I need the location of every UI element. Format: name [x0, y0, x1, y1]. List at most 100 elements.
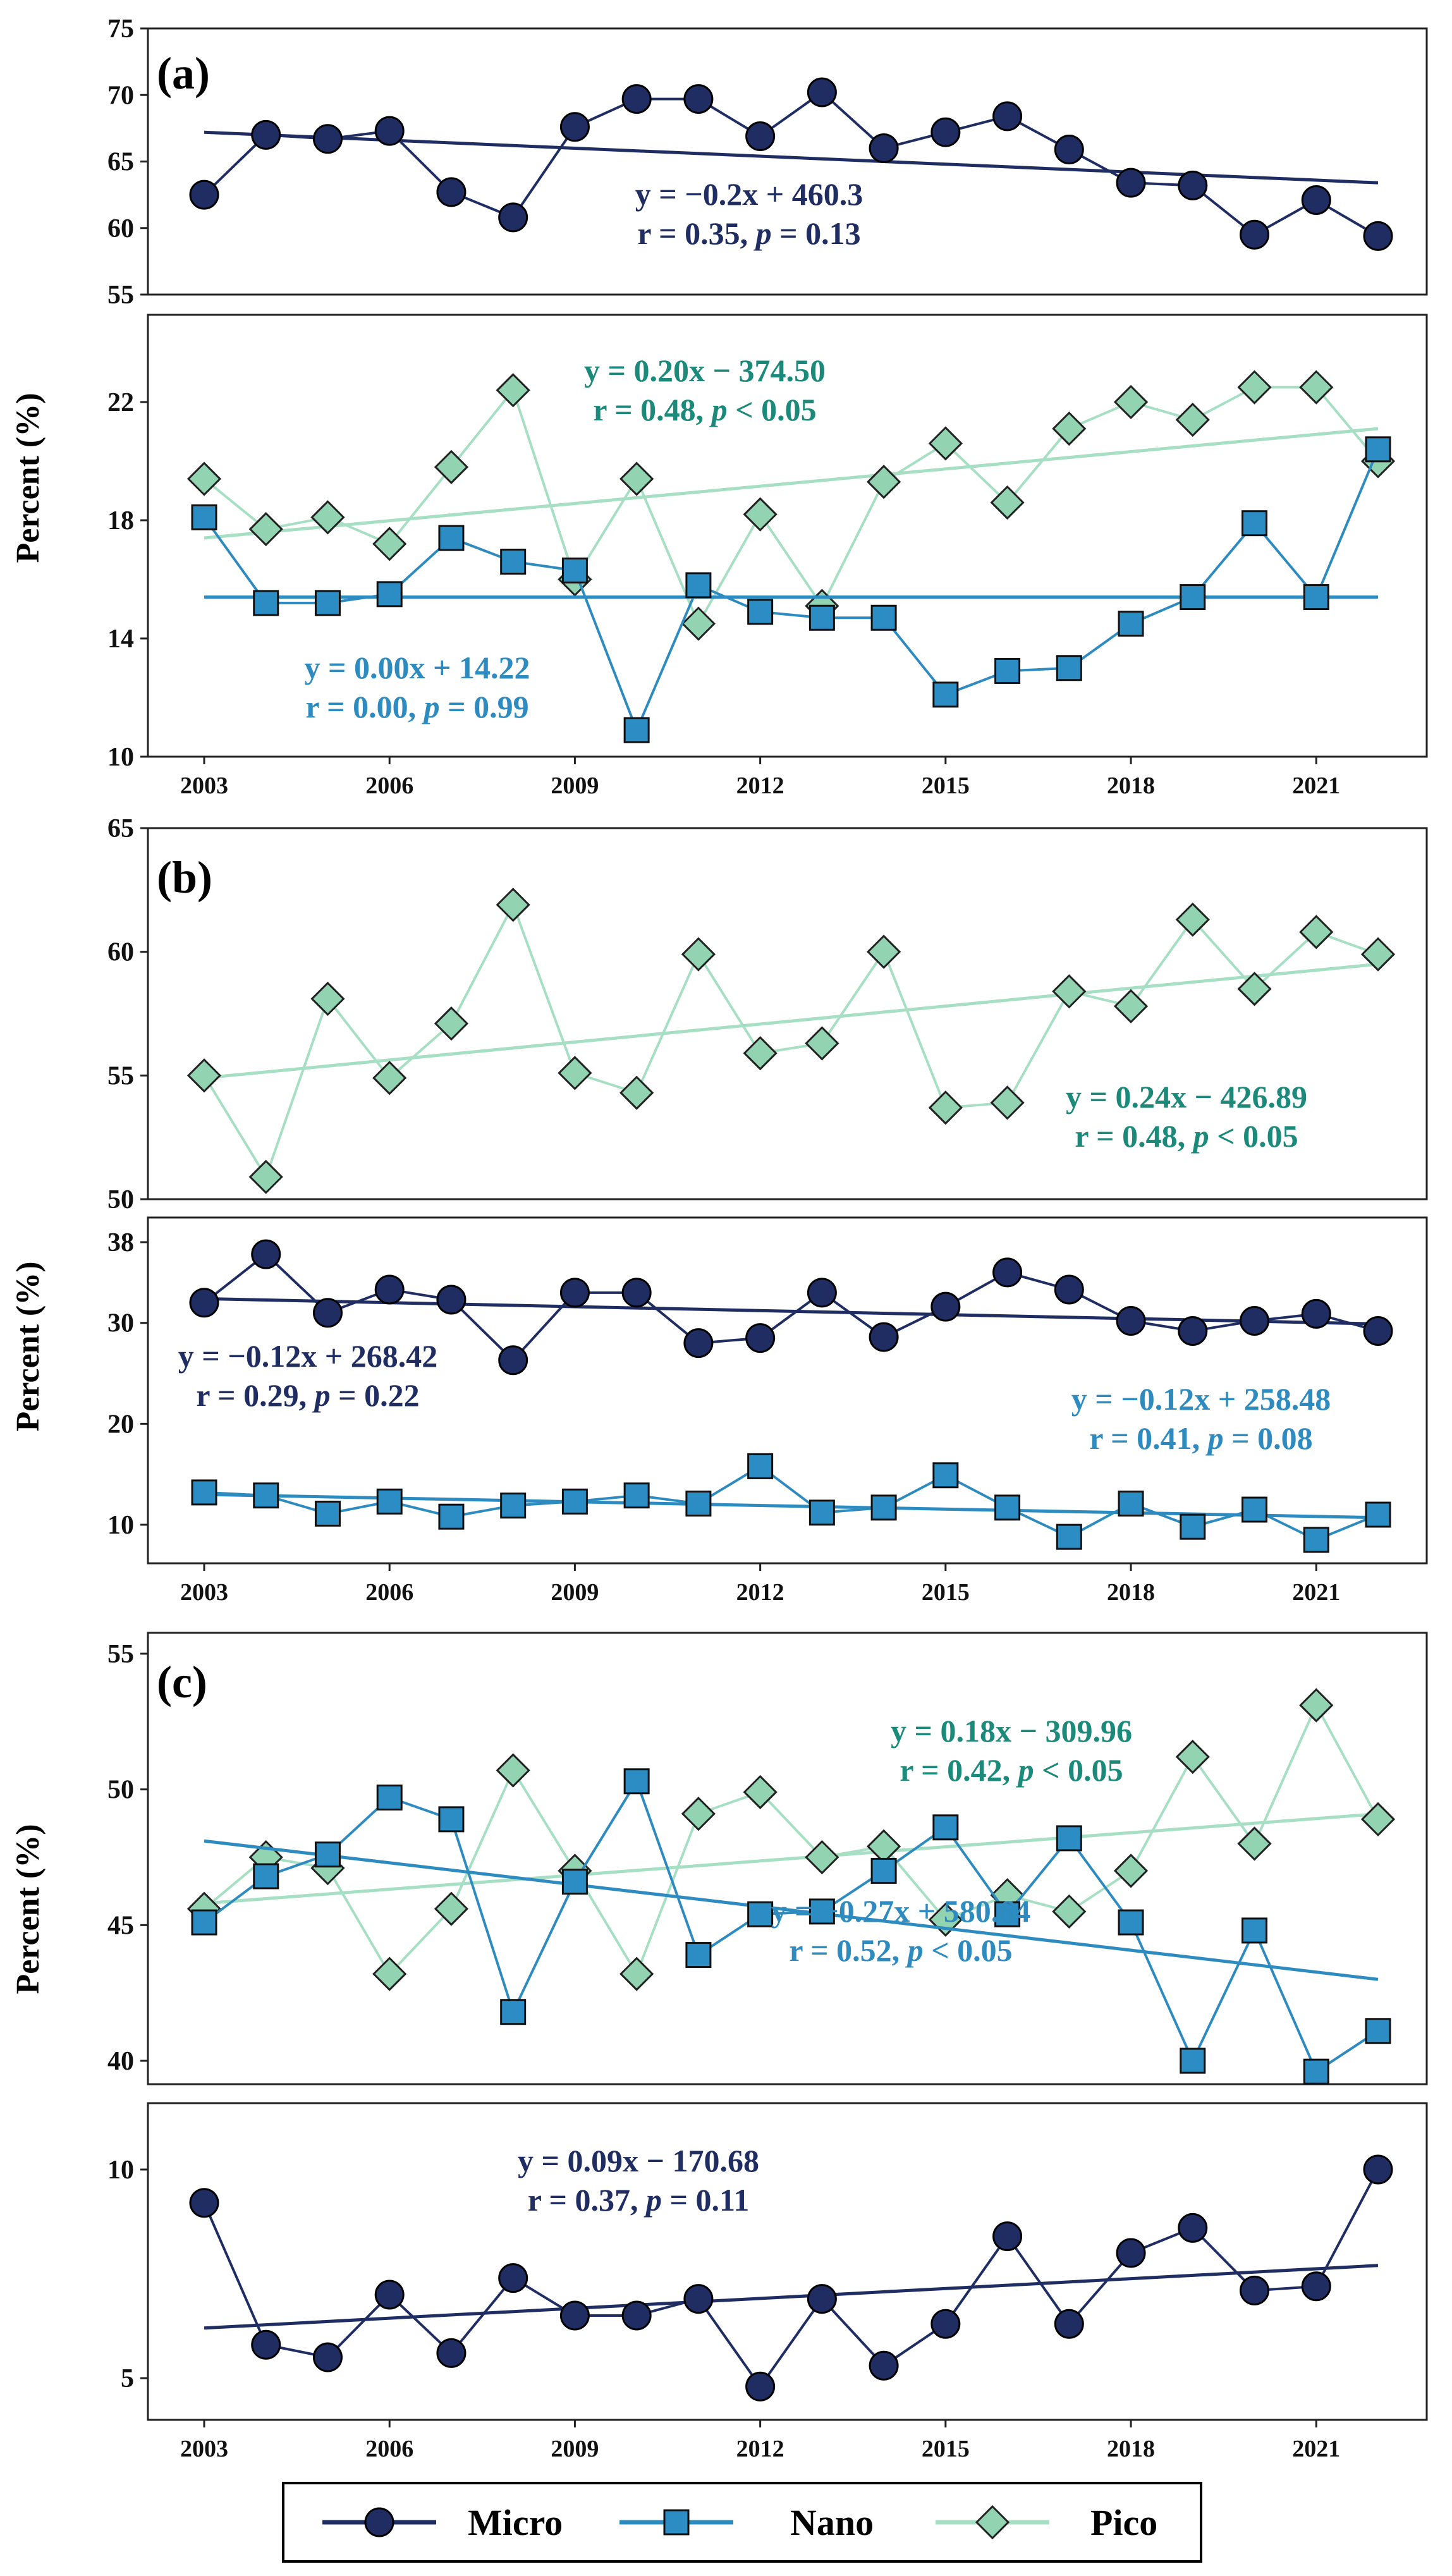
data-point-nano [1056, 1523, 1082, 1550]
data-point-pico [1052, 974, 1087, 1009]
data-point-pico [310, 981, 345, 1016]
data-point-micro [251, 2329, 281, 2360]
data-point-pico [1237, 370, 1272, 405]
data-point-nano [994, 1494, 1021, 1521]
data-point-pico [310, 500, 345, 535]
y-axis: 10 14 18 22 [107, 388, 148, 772]
data-point-pico [1299, 915, 1334, 949]
data-point-nano [1303, 2058, 1329, 2085]
data-point-micro [1116, 2238, 1146, 2268]
data-point-nano [1056, 1825, 1082, 1852]
regression-equation: y = 0.20x − 374.50 [584, 353, 826, 388]
data-point-pico [186, 1058, 222, 1093]
regression-stats: r = 0.37, p = 0.11 [528, 2182, 750, 2218]
series-pico: y = 0.24x − 426.89 r = 0.48, p < 0.05 [186, 888, 1396, 1194]
data-point-nano [994, 657, 1021, 684]
data-point-micro [1363, 221, 1393, 251]
data-point-micro [621, 1278, 652, 1308]
y-tick-label: 40 [107, 2047, 134, 2076]
data-point-pico [434, 1891, 469, 1926]
x-tick-label: 2003 [180, 2436, 228, 2462]
plot-frame [147, 314, 1428, 758]
data-point-micro [1240, 2275, 1270, 2305]
data-point-micro [1116, 168, 1146, 198]
y-tick-label: 60 [107, 214, 134, 243]
y-tick-label: 14 [107, 625, 134, 654]
regression-stats: r = 0.42, p < 0.05 [900, 1752, 1123, 1788]
trend-line-nano [204, 1839, 1379, 1981]
regression-equation: y = −0.2x + 460.3 [635, 176, 863, 212]
data-point-nano [623, 717, 650, 743]
data-point-nano [1180, 2048, 1206, 2074]
data-point-micro [1240, 219, 1270, 250]
y-tick-label: 70 [107, 81, 134, 110]
panel-b-top: 50 55 60 65 (b) y = 0.24x − 426.89 r = 0.48, p… [107, 814, 1428, 1214]
data-point-pico [1052, 411, 1087, 446]
data-point-pico [1237, 972, 1272, 1006]
data-point-micro [1178, 170, 1208, 200]
data-point-pico [681, 606, 716, 641]
trend-line-pico [204, 1812, 1379, 1905]
regression-stats: r = 0.00, p = 0.99 [305, 689, 528, 724]
data-line-pico [203, 901, 1379, 1180]
plot-frame [147, 827, 1428, 1200]
data-point-pico [248, 1159, 283, 1194]
data-point-nano [1118, 1909, 1144, 1936]
data-point-pico [681, 937, 716, 972]
data-point-nano [870, 1494, 897, 1521]
data-point-micro [1240, 1306, 1270, 1336]
x-tick-label: 2012 [736, 1579, 784, 1606]
y-axis: 5 10 [107, 2156, 148, 2393]
data-point-nano [994, 1901, 1021, 1927]
data-point-micro [251, 119, 281, 150]
data-point-nano [932, 1462, 959, 1489]
legend-label: Micro [468, 2502, 563, 2543]
data-point-nano [1365, 2018, 1391, 2044]
regression-equation: y = 0.24x − 426.89 [1066, 1079, 1307, 1114]
square-icon [663, 2509, 690, 2536]
x-tick-label: 2015 [922, 2436, 970, 2462]
data-point-pico [1113, 384, 1149, 420]
data-point-nano [1303, 1527, 1329, 1553]
data-point-micro [807, 1278, 837, 1308]
trend-line-micro [204, 1297, 1379, 1326]
y-tick-label: 65 [107, 814, 134, 843]
data-point-pico [1113, 1853, 1149, 1888]
data-point-nano [1365, 436, 1391, 463]
data-line-pico [203, 1702, 1379, 1977]
data-point-micro [498, 2263, 528, 2293]
y-tick-label: 45 [107, 1911, 134, 1940]
data-point-micro [930, 1291, 961, 1322]
data-point-pico [866, 934, 901, 969]
regression-equation: y = 0.09x − 170.68 [518, 2143, 759, 2178]
x-tick-label: 2006 [365, 2436, 413, 2462]
y-tick-label: 10 [107, 1511, 134, 1540]
data-point-pico [372, 1061, 407, 1096]
data-point-nano [191, 1479, 217, 1506]
legend-label: Pico [1090, 2502, 1157, 2543]
trend-line-pico [204, 962, 1379, 1080]
data-point-nano [685, 1942, 712, 1969]
data-point-pico [866, 1829, 901, 1864]
data-point-micro [1054, 2309, 1084, 2339]
data-point-micro [1178, 1315, 1208, 1346]
y-axis: 55 60 65 70 75 [107, 15, 148, 310]
data-point-pico [496, 1753, 530, 1788]
panel-label: (c) [157, 1657, 207, 1707]
y-tick-label: 50 [107, 1776, 134, 1805]
x-tick-label: 2009 [551, 772, 599, 799]
legend-label: Nano [790, 2502, 874, 2543]
data-point-micro [1116, 1306, 1146, 1336]
regression-equation: y = −0.12x + 258.48 [1071, 1381, 1331, 1417]
plot-frame [147, 1632, 1428, 2085]
series-micro: y = −0.2x + 460.3 r = 0.35, p = 0.13 [189, 77, 1393, 251]
data-point-nano [1242, 510, 1268, 537]
data-point-micro [498, 202, 528, 233]
data-point-micro [374, 2280, 405, 2310]
data-point-pico [990, 485, 1025, 520]
data-point-micro [807, 77, 837, 107]
data-point-nano [314, 590, 341, 616]
data-point-micro [807, 2284, 837, 2314]
regression-stats: r = 0.35, p = 0.13 [637, 216, 860, 251]
data-line-micro [203, 90, 1379, 238]
